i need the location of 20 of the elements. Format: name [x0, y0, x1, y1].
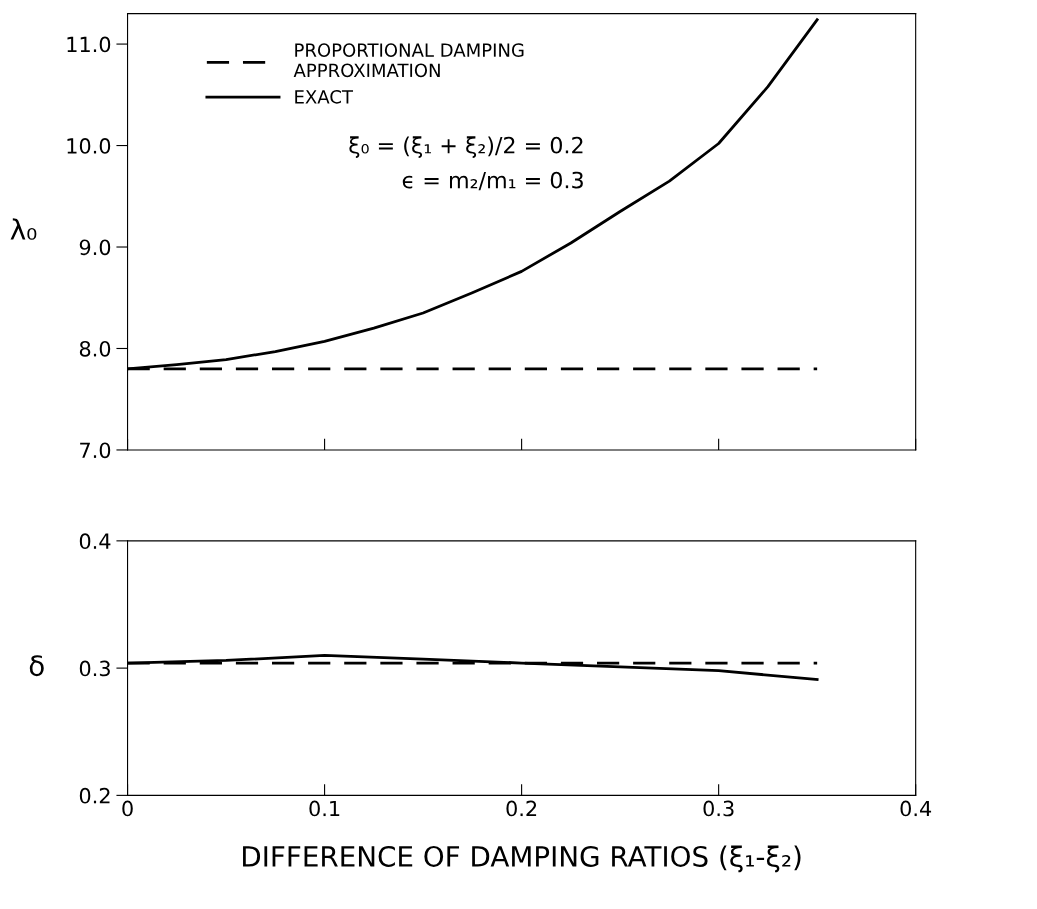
- y-tick-label: 0.4: [79, 533, 111, 550]
- y-tick-label: 10.0: [67, 138, 111, 154]
- annotation: ϵ = m₂/m₁ = 0.3: [402, 171, 583, 191]
- x-tick-label: 0.3: [703, 800, 734, 817]
- x-tick-label: 0.4: [900, 800, 932, 817]
- y-tick-label: 9.0: [79, 239, 111, 256]
- annotation: ξ₀ = (ξ₁ + ξ₂)/2 = 0.2: [349, 136, 583, 158]
- y-axis-title: δ: [29, 655, 44, 677]
- y-axis-title: λ₀: [10, 218, 37, 240]
- x-tick-label: 0.1: [309, 800, 340, 817]
- y-tick-label: 8.0: [79, 340, 111, 357]
- y-tick-label: 0.2: [79, 787, 110, 804]
- x-tick-label: 0.2: [506, 800, 537, 817]
- y-tick-label: 0.3: [79, 660, 110, 677]
- legend-label: EXACT: [295, 90, 354, 104]
- x-tick-label: 0: [122, 800, 133, 817]
- y-tick-label: 7.0: [80, 442, 111, 459]
- x-axis-title: DIFFERENCE OF DAMPING RATIOS (ξ₁-ξ₂): [243, 845, 801, 873]
- y-tick-label: 11.0: [67, 36, 111, 53]
- legend-label: PROPORTIONAL DAMPING APPROXIMATION: [293, 43, 524, 78]
